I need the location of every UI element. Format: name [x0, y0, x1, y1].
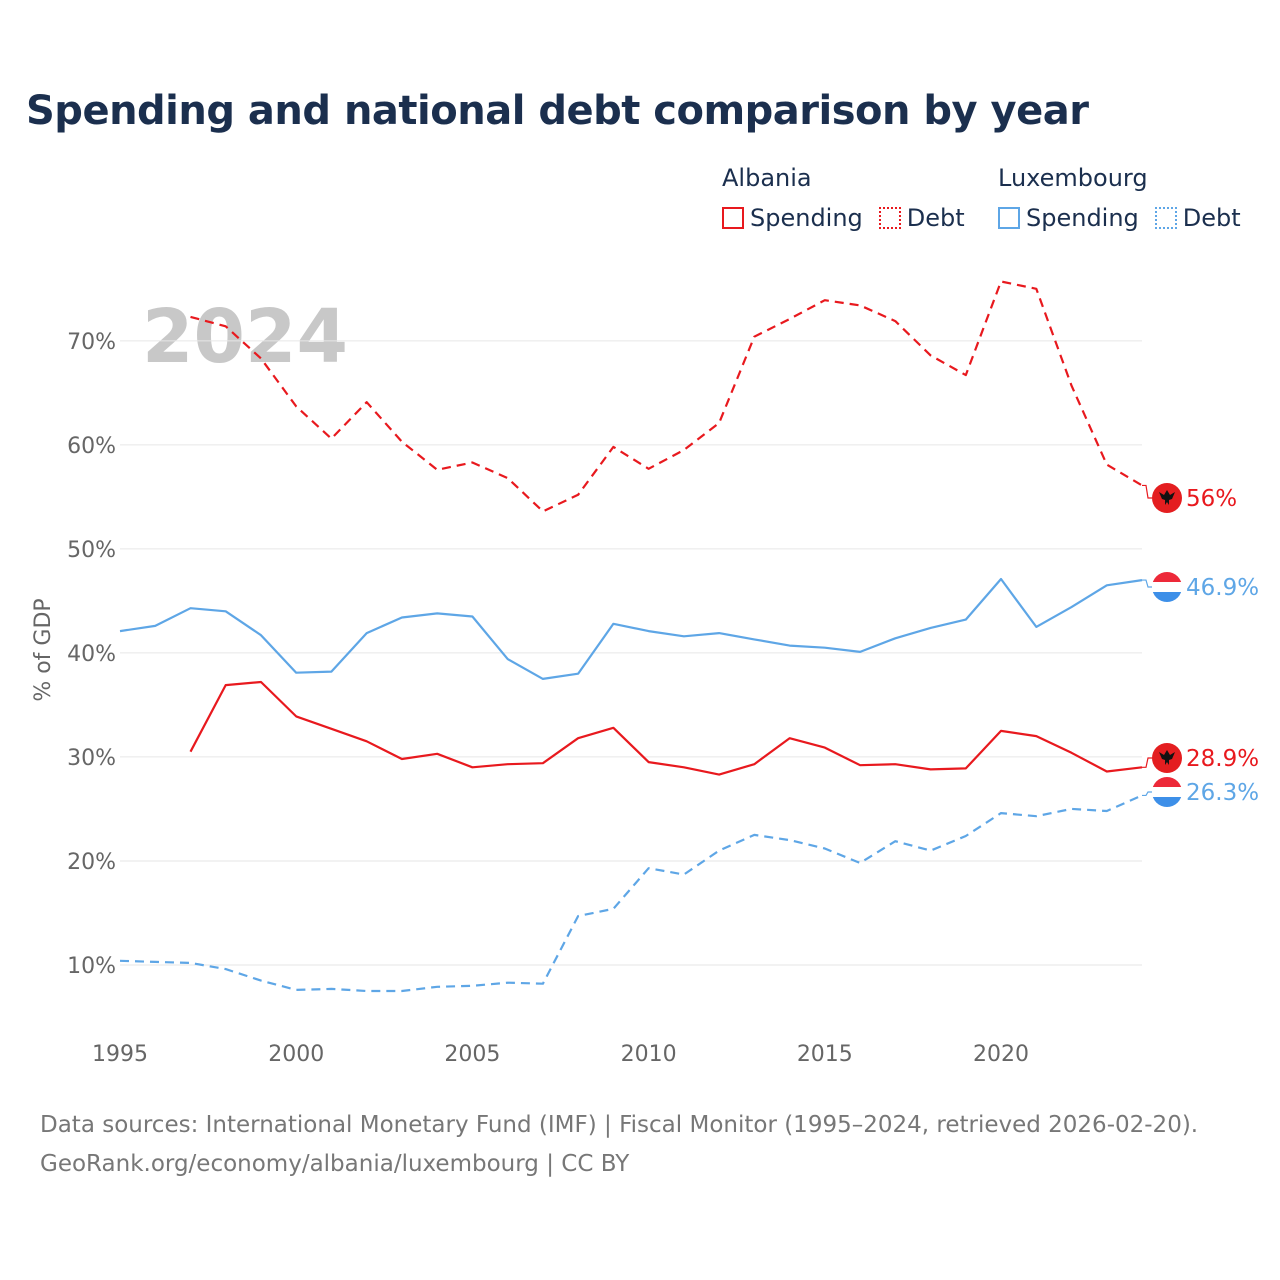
x-tick-label: 2000	[268, 1042, 324, 1067]
legend-group-title: Luxembourg	[998, 164, 1148, 192]
year-watermark: 2024	[142, 294, 348, 380]
legend-swatch-dotted-icon	[878, 207, 901, 229]
chart-title: Spending and national debt comparison by…	[26, 88, 1089, 134]
y-tick-label: 40%	[67, 642, 116, 667]
legend-label: Spending	[750, 204, 863, 232]
label-connector	[1142, 484, 1152, 499]
eagle-emblem-icon	[1159, 490, 1175, 505]
y-tick-label: 50%	[67, 538, 116, 563]
luxembourg-flag-stripe	[1152, 582, 1182, 592]
attribution-link[interactable]: GeoRank.org/economy/albania/luxembourg |…	[40, 1151, 630, 1177]
legend-item-albania-debt[interactable]: Debt	[878, 204, 965, 232]
legend-group-title: Albania	[722, 164, 812, 192]
x-tick-label: 1995	[92, 1042, 148, 1067]
x-tick-label: 2010	[621, 1042, 677, 1067]
legend-item-albania-spending[interactable]: Spending	[722, 204, 863, 232]
end-value-label: 26.3%	[1186, 780, 1259, 806]
legend-swatch-solid-icon	[722, 207, 744, 229]
legend-group-albania: Albania Spending Debt	[722, 162, 981, 232]
source-note: Data sources: International Monetary Fun…	[40, 1112, 1199, 1138]
legend-item-luxembourg-spending[interactable]: Spending	[998, 204, 1139, 232]
y-tick-label: 30%	[67, 746, 116, 771]
luxembourg-flag-stripe	[1152, 787, 1182, 797]
end-value-label: 46.9%	[1186, 575, 1259, 601]
luxembourg-flag-stripe	[1152, 797, 1182, 807]
x-tick-label: 2005	[444, 1042, 500, 1067]
series-line-albania-spending	[189, 680, 1143, 776]
legend-label: Debt	[906, 204, 965, 232]
y-tick-label: 20%	[67, 850, 116, 875]
x-tick-label: 2015	[797, 1042, 853, 1067]
luxembourg-flag-stripe	[1152, 592, 1182, 602]
legend-label: Debt	[1182, 204, 1241, 232]
eagle-emblem-icon	[1159, 750, 1175, 765]
legend-group-luxembourg: Luxembourg Spending Debt	[998, 162, 1257, 232]
y-axis-label: % of GDP	[31, 598, 56, 701]
luxembourg-flag-icon	[1152, 777, 1182, 787]
label-connector	[1142, 757, 1152, 768]
series-line-luxembourg-debt	[119, 794, 1143, 993]
series-line-luxembourg-spending	[119, 577, 1143, 681]
footer: Data sources: International Monetary Fun…	[40, 1106, 1198, 1184]
y-tick-label: 70%	[67, 330, 116, 355]
label-connector	[1142, 791, 1152, 797]
series-line-albania-debt	[190, 280, 1143, 513]
label-connector	[1142, 579, 1152, 588]
legend-item-luxembourg-debt[interactable]: Debt	[1154, 204, 1241, 232]
end-value-label: 28.9%	[1186, 746, 1259, 772]
legend-swatch-solid-icon	[998, 207, 1020, 229]
legend-label: Spending	[1026, 204, 1139, 232]
x-tick-label: 2020	[973, 1042, 1029, 1067]
end-value-label: 56%	[1186, 486, 1237, 512]
y-tick-label: 60%	[67, 434, 116, 459]
y-tick-label: 10%	[67, 954, 116, 979]
legend-swatch-dotted-icon	[1154, 207, 1177, 229]
luxembourg-flag-icon	[1152, 572, 1182, 582]
